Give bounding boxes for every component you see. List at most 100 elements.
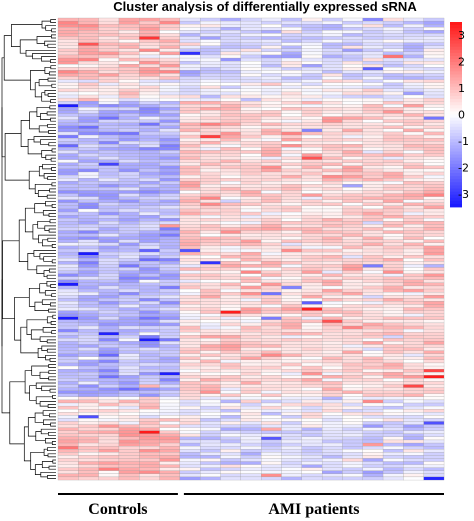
- heatmap-cell: [118, 390, 140, 394]
- color-scale-step: [450, 28, 462, 32]
- heatmap-cell: [220, 436, 242, 441]
- heatmap-cell: [240, 445, 262, 450]
- heatmap-cell: [57, 356, 79, 361]
- heatmap-cell: [261, 30, 282, 34]
- heatmap-cell: [200, 165, 221, 170]
- heatmap-cell: [321, 156, 343, 160]
- heatmap-cell: [78, 125, 99, 130]
- heatmap-cell: [281, 76, 302, 80]
- heatmap-cell: [118, 409, 140, 413]
- heatmap-cell: [362, 141, 384, 145]
- heatmap-cell: [200, 384, 221, 388]
- heatmap-cell: [57, 365, 79, 370]
- heatmap-cell: [321, 273, 343, 277]
- dendrogram-branch: [42, 163, 56, 170]
- heatmap-cell: [382, 85, 404, 90]
- heatmap-cell: [220, 335, 242, 339]
- heatmap-cell: [78, 291, 99, 296]
- heatmap-cell: [139, 113, 160, 117]
- heatmap-cell: [403, 242, 424, 247]
- heatmap-cell: [139, 291, 160, 296]
- heatmap-cell: [342, 187, 363, 191]
- heatmap-cell: [139, 310, 160, 314]
- heatmap-cell: [342, 30, 363, 34]
- heatmap-cell: [179, 372, 201, 376]
- heatmap-cell: [200, 33, 221, 37]
- heatmap-cell: [179, 335, 201, 339]
- heatmap-cell: [200, 455, 221, 459]
- heatmap-cell: [423, 270, 445, 274]
- heatmap-cell: [321, 332, 343, 336]
- heatmap-cell: [321, 147, 343, 151]
- heatmap-cell: [179, 285, 201, 290]
- heatmap-cell: [281, 316, 302, 321]
- heatmap-cell: [240, 147, 262, 151]
- heatmap-cell: [321, 73, 343, 77]
- heatmap-cell: [423, 332, 445, 336]
- heatmap-cell: [78, 473, 99, 478]
- heatmap-cell: [281, 150, 302, 154]
- heatmap-cell: [159, 415, 181, 419]
- heatmap-cell: [342, 384, 363, 388]
- heatmap-cell: [382, 24, 404, 28]
- dendrogram-branch: [28, 170, 40, 190]
- heatmap-cell: [57, 359, 79, 364]
- heatmap-cell: [78, 107, 99, 111]
- heatmap-cell: [362, 304, 384, 308]
- heatmap-cell: [240, 67, 262, 71]
- heatmap-cell: [98, 159, 120, 163]
- heatmap-cell: [321, 328, 343, 333]
- heatmap-cell: [220, 307, 242, 311]
- dendrogram-branch: [41, 150, 52, 158]
- heatmap-cell: [139, 439, 160, 444]
- heatmap-cell: [139, 421, 160, 425]
- heatmap-cell: [200, 325, 221, 330]
- heatmap-cell: [200, 187, 221, 191]
- heatmap-cell: [342, 449, 363, 453]
- heatmap-cell: [78, 242, 99, 247]
- heatmap-cell: [98, 347, 120, 351]
- heatmap-cell: [240, 442, 262, 447]
- heatmap-cell: [159, 174, 181, 179]
- heatmap-cell: [240, 350, 262, 354]
- heatmap-cell: [220, 230, 242, 234]
- heatmap-cell: [403, 415, 424, 419]
- heatmap-cell: [382, 208, 404, 213]
- heatmap-cell: [78, 381, 99, 385]
- heatmap-cell: [98, 455, 120, 459]
- heatmap-cell: [301, 396, 323, 401]
- heatmap-cell: [179, 150, 201, 154]
- heatmap-cell: [240, 88, 262, 93]
- heatmap-cell: [321, 91, 343, 96]
- heatmap-cell: [200, 211, 221, 216]
- heatmap-cell: [342, 430, 363, 434]
- heatmap-cell: [423, 27, 445, 31]
- heatmap-cell: [98, 76, 120, 80]
- heatmap-cell: [98, 328, 120, 333]
- heatmap-cell: [78, 218, 99, 222]
- heatmap-cell: [261, 134, 282, 139]
- heatmap-cell: [261, 449, 282, 453]
- heatmap-cell: [139, 285, 160, 290]
- heatmap-cell: [281, 33, 302, 37]
- heatmap-cell: [78, 168, 99, 173]
- heatmap-cell: [118, 184, 140, 188]
- heatmap-cell: [98, 110, 120, 114]
- heatmap-cell: [240, 316, 262, 321]
- heatmap-cell: [423, 347, 445, 351]
- heatmap-cell: [281, 196, 302, 200]
- heatmap-cell: [159, 313, 181, 317]
- heatmap-cell: [281, 248, 302, 253]
- heatmap-cell: [261, 433, 282, 438]
- heatmap-cell: [403, 110, 424, 114]
- heatmap-cell: [179, 199, 201, 203]
- heatmap-cell: [382, 467, 404, 471]
- heatmap-cell: [179, 178, 201, 182]
- heatmap-cell: [57, 239, 79, 244]
- heatmap-cell: [179, 325, 201, 330]
- heatmap-cell: [98, 362, 120, 367]
- heatmap-cell: [118, 88, 140, 93]
- heatmap-cell: [382, 88, 404, 93]
- heatmap-cell: [179, 455, 201, 459]
- heatmap-cell: [362, 144, 384, 148]
